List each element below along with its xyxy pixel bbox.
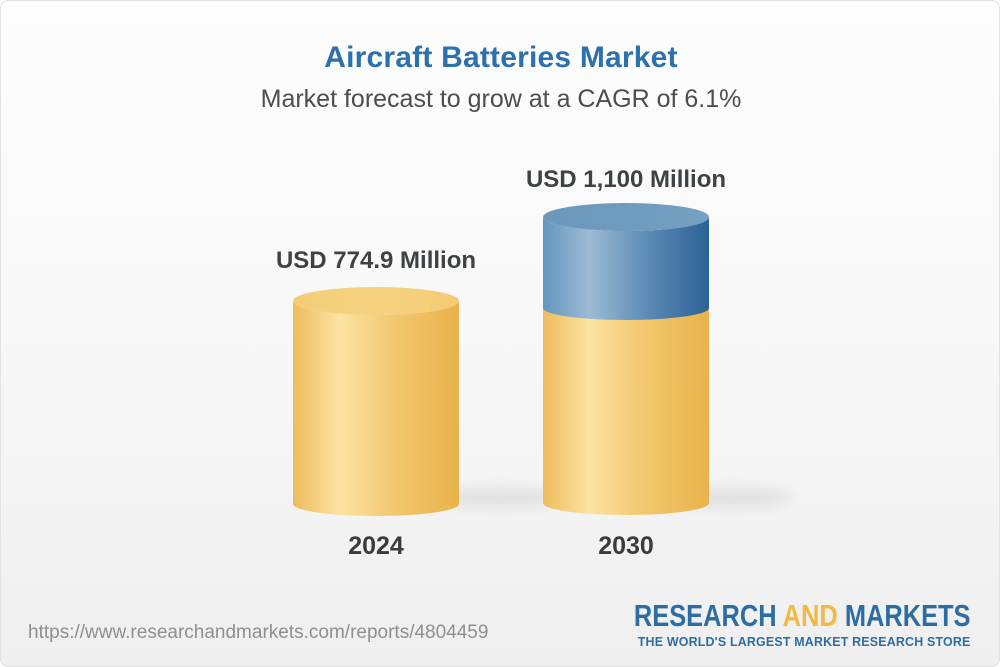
- value-label-2030: USD 1,100 Million: [525, 166, 727, 193]
- bar-2030-cylinder: [543, 203, 709, 515]
- research-and-markets-logo: RESEARCH AND MARKETS THE WORLD'S LARGEST…: [560, 598, 971, 650]
- report-url: https://www.researchandmarkets.com/repor…: [28, 622, 489, 643]
- bar-2030-growth-segment: [543, 217, 709, 320]
- bar-2024-body: [293, 301, 459, 516]
- category-label-2024: 2024: [348, 532, 404, 560]
- bar-2024-top-face: [293, 287, 459, 315]
- logo-word-research: RESEARCH: [634, 598, 778, 633]
- page-subtitle: Market forecast to grow at a CAGR of 6.1…: [260, 85, 742, 113]
- bar-2024-cylinder: [293, 287, 459, 516]
- category-label-2030: 2030: [598, 532, 654, 560]
- value-label-2024: USD 774.9 Million: [275, 247, 477, 274]
- bar-2024-shadow: [441, 487, 557, 509]
- logo-tagline: THE WORLD'S LARGEST MARKET RESEARCH STOR…: [638, 634, 971, 650]
- logo-wordmark: RESEARCH AND MARKETS: [634, 598, 971, 633]
- bar-2030-top-face: [543, 203, 709, 231]
- page-title: Aircraft Batteries Market: [324, 41, 678, 74]
- bar-2030-base-segment: [543, 308, 709, 515]
- logo-word-and: AND: [783, 598, 839, 633]
- logo-word-markets: MARKETS: [845, 598, 971, 633]
